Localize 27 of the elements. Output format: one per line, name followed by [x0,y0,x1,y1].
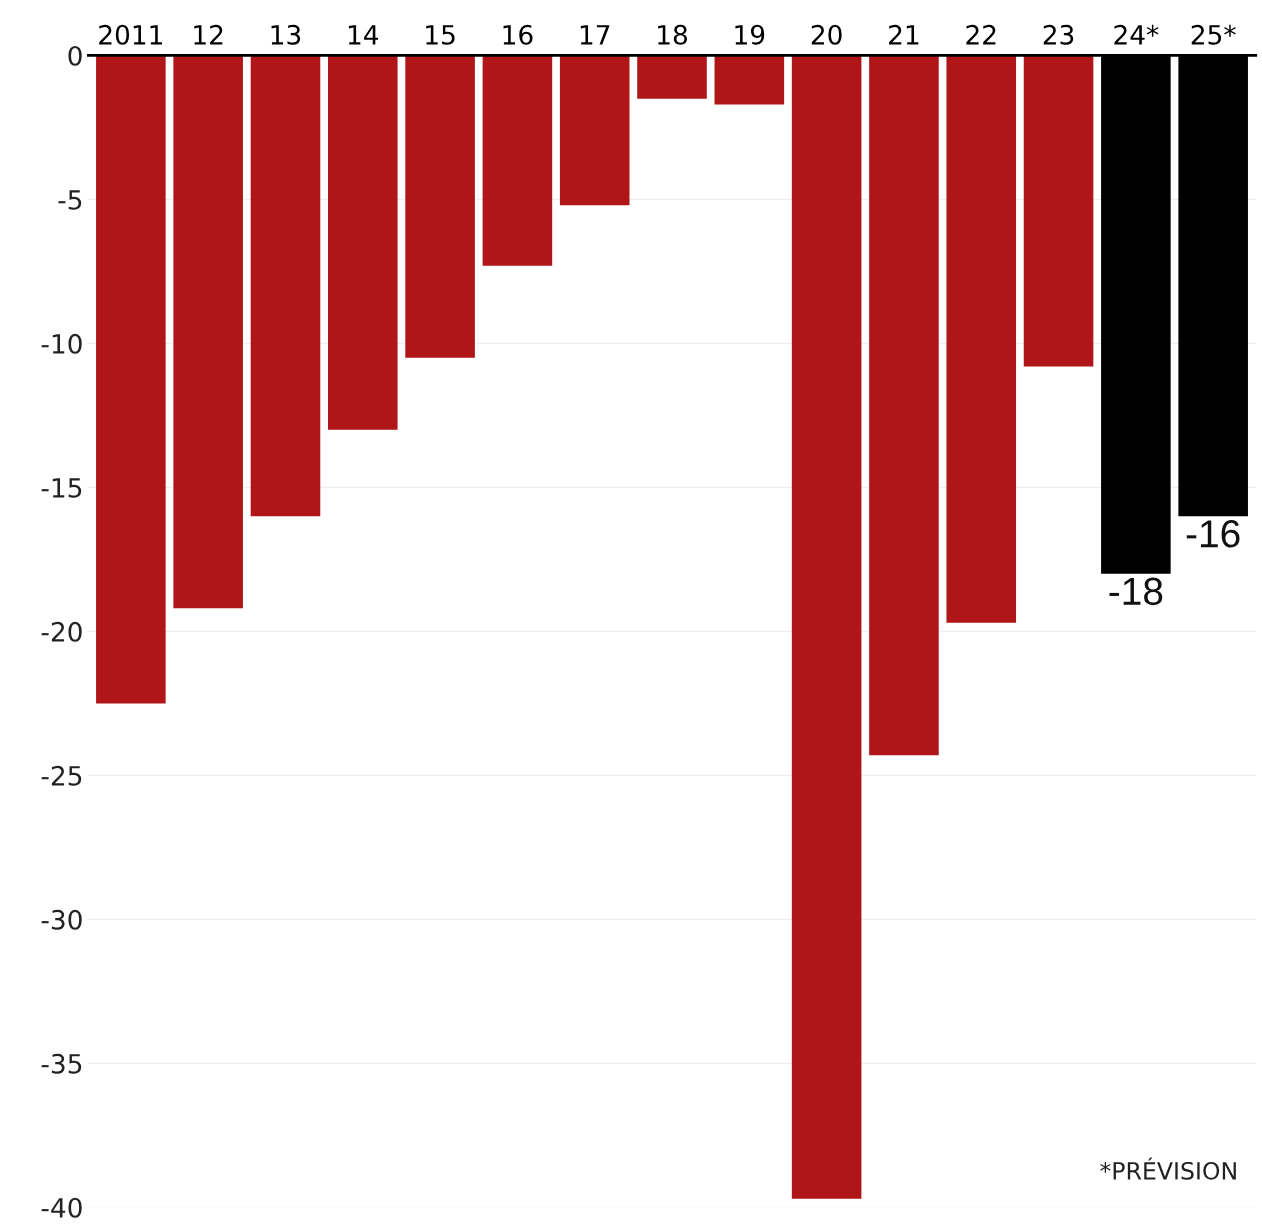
x-tick-label: 12 [194,24,223,45]
x-tick-label: 17 [580,25,610,45]
x-tick-label: 14 [348,25,379,45]
x-tick-label: 18 [658,24,687,45]
x-tick-label: 15 [426,25,455,45]
y-tick-label: -35 [41,1053,82,1074]
x-tick-label: 21 [889,24,919,45]
data-label: -16 [1186,520,1240,548]
y-tick-label: -15 [41,478,82,498]
x-tick-label: 13 [271,24,301,45]
y-tick-label: -40 [41,1197,82,1218]
annotation: *PRÉVISION [1100,1157,1236,1180]
x-tick-label: 2011 [99,24,162,45]
x-tick-label: 24* [1114,24,1159,45]
x-tick-label: 16 [503,24,533,45]
x-tick-label: 22 [966,24,996,45]
y-tick-label: 0 [68,45,82,66]
x-tick-label: 20 [811,24,842,45]
y-tick-label: -5 [58,190,82,210]
y-tick-label: -25 [41,765,82,786]
x-tick-label: 19 [735,24,765,45]
x-tick-label: 25* [1191,24,1236,45]
data-label: -18 [1109,577,1163,606]
x-tick-label: 23 [1043,24,1074,45]
y-tick-label: -30 [41,909,82,930]
y-tick-label: -10 [41,333,82,354]
y-tick-label: -20 [41,621,82,642]
